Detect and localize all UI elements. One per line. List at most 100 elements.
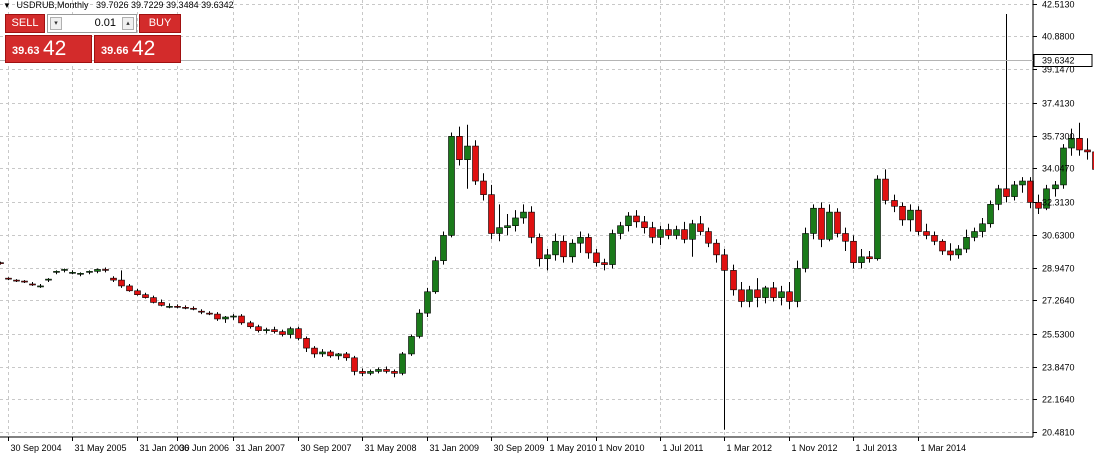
candle [818,202,825,248]
candle [158,299,165,307]
buy-button[interactable]: BUY [139,14,181,33]
candle-body [190,307,197,310]
candle [585,233,592,259]
y-tick-label: 30.6300 [1042,231,1075,241]
sell-price-prefix: 39.63 [12,45,40,57]
candle-body [142,294,149,298]
candle-body [424,291,431,314]
candle [641,215,648,234]
candle [842,227,849,251]
candle-body [319,351,326,355]
candle [794,260,801,308]
x-tick-label: 1 Mar 2014 [921,443,967,453]
candle-body [456,136,463,160]
buy-price-prefix: 39.66 [101,45,129,57]
y-tick-label: 39.1470 [1042,65,1075,75]
sell-price-pips: 42 [43,37,67,60]
candle-body [633,215,640,223]
candle [319,349,326,357]
y-tick-label: 32.3130 [1042,198,1075,208]
candle-body [222,316,229,320]
candle [569,239,576,263]
candle-body [657,229,664,238]
candle-body [609,233,616,265]
candle [520,204,527,224]
candle [311,346,318,358]
sell-price-box[interactable]: 39.63 42 [5,35,92,63]
candle [1011,181,1018,201]
sell-button[interactable]: SELL [5,14,45,33]
increase-quantity-icon[interactable]: ▴ [122,17,134,30]
candle-body [1003,188,1010,197]
quantity-input[interactable]: 0.01 [94,17,116,29]
candle [222,316,229,323]
candle-body [762,287,769,298]
buy-price-box[interactable]: 39.66 42 [94,35,181,63]
candle [1035,194,1042,215]
candle-body [230,315,237,318]
x-tick-label: 1 Nov 2012 [792,443,838,453]
candle-body [713,242,720,256]
y-tick-label: 25.5300 [1042,330,1075,340]
candle-body [882,178,889,201]
candle-body [979,223,986,232]
candle-body [649,227,656,238]
candle [190,306,197,311]
candle-body [560,240,567,258]
candle [150,295,157,304]
candle [456,126,463,166]
candle [923,223,930,240]
candle-body [641,221,648,228]
y-axis-ticks: 42.5130 40.8800 39.1470 37.4130 35.7300 34.04… [1033,0,1075,438]
candle-body [1092,151,1094,170]
decrease-quantity-icon[interactable]: ▾ [50,17,62,30]
candle [681,221,688,244]
candle-body [247,322,254,328]
candle-body [850,240,857,263]
candle-body [512,217,519,227]
candle [496,204,503,242]
candle [504,214,511,236]
candle-body [118,279,125,287]
candle [810,204,817,240]
x-tick-label: 30 Sep 2009 [494,443,545,453]
candle [343,351,350,361]
candle [593,249,600,267]
candle [29,282,36,286]
candle [383,366,390,374]
candle [705,227,712,248]
candle-body [874,178,881,260]
candle [560,235,567,263]
candle-body [311,347,318,355]
y-tick-label: 23.8470 [1042,363,1075,373]
candle-body [126,285,133,292]
quantity-stepper[interactable]: ▾ 0.01 ▴ [47,14,137,33]
candle [947,243,954,261]
candle [166,303,173,309]
candle-body [408,336,415,355]
candle [367,369,374,376]
candle-body [432,260,439,293]
candle-body [826,211,833,240]
candle [730,264,737,296]
candle-body [963,237,970,250]
current-price-box [1033,54,1093,67]
candle-body [1019,180,1026,186]
x-tick-label: 1 Mar 2012 [727,443,773,453]
x-tick-label: 1 Nov 2010 [599,443,645,453]
candle [238,314,245,325]
candle-body [496,227,503,234]
candle-body [1076,137,1083,151]
candle [899,202,906,226]
candle-body [327,351,334,357]
header-dropdown-icon[interactable]: ▼ [3,1,11,10]
candle [375,367,382,374]
y-tick-label: 28.9470 [1042,264,1075,274]
candle-body [335,353,342,357]
candle-body [375,369,382,372]
candle [738,282,745,308]
candle-body [504,225,511,228]
x-tick-label: 31 May 2008 [365,443,417,453]
